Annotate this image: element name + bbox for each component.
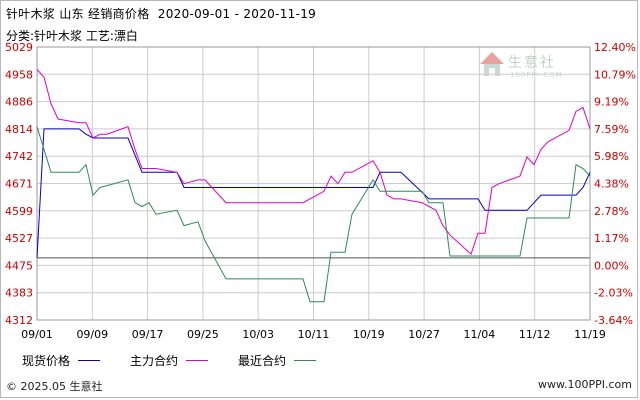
x-tick-label: 11/19 <box>574 328 606 341</box>
site-link[interactable]: www.100PPI.com <box>538 378 632 391</box>
legend-swatch-spot <box>78 359 101 361</box>
y-right-tick-label: 5.98% <box>594 150 629 163</box>
legend-item-main: 主力合约 <box>130 352 238 369</box>
legend-swatch-main <box>186 359 209 361</box>
legend-swatch-recent <box>294 359 317 361</box>
y-left-tick-label: 4527 <box>5 232 33 245</box>
y-right-tick-label: -2.03% <box>594 287 633 300</box>
y-right-tick-label: 4.38% <box>594 178 629 191</box>
x-tick-label: 11/04 <box>464 328 496 341</box>
y-right-tick-label: 9.19% <box>594 96 629 109</box>
y-right-tick-label: 12.40% <box>594 41 636 54</box>
chart-legend: 现货价格 主力合约 最近合约 <box>22 352 346 368</box>
y-right-tick-label: 1.17% <box>594 232 629 245</box>
x-tick-label: 09/09 <box>76 328 108 341</box>
legend-label-recent: 最近合约 <box>238 353 287 368</box>
copyright-text: © 2025.05 生意社 <box>6 380 103 393</box>
y-left-tick-label: 4475 <box>5 259 33 272</box>
y-right-tick-label: 2.78% <box>594 205 629 218</box>
y-left-tick-label: 4958 <box>5 68 33 81</box>
y-left-tick-label: 4886 <box>5 96 33 109</box>
chart-title: 针叶木浆 山东 经销商价格 2020-09-01 - 2020-11-19 <box>6 7 317 21</box>
y-left-tick-label: 4742 <box>5 150 33 163</box>
logo-name: 生意社 <box>508 55 556 71</box>
legend-item-recent: 最近合约 <box>238 352 346 369</box>
y-left-tick-label: 5029 <box>5 41 33 54</box>
x-tick-label: 11/12 <box>519 328 551 341</box>
legend-label-main: 主力合约 <box>130 353 179 368</box>
watermark-logo: 生意社 100PPI.COM <box>478 50 598 86</box>
y-left-tick-label: 4312 <box>5 314 33 327</box>
chart-subtitle: 分类:针叶木浆 工艺:漂白 <box>6 29 138 43</box>
logo-url: 100PPI.COM <box>510 71 563 79</box>
y-right-tick-label: 0.00% <box>594 259 629 272</box>
y-right-tick-label: -3.64% <box>594 314 633 327</box>
x-tick-label: 09/25 <box>187 328 219 341</box>
legend-item-spot: 现货价格 <box>22 352 130 369</box>
legend-label-spot: 现货价格 <box>22 353 71 368</box>
x-tick-label: 09/17 <box>132 328 164 341</box>
x-tick-label: 10/03 <box>242 328 274 341</box>
x-tick-label: 10/27 <box>408 328 440 341</box>
x-tick-label: 10/11 <box>298 328 330 341</box>
y-left-tick-label: 4671 <box>5 178 33 191</box>
x-tick-label: 09/01 <box>21 328 53 341</box>
series-line-recent <box>36 126 591 303</box>
y-right-tick-label: 7.59% <box>594 123 629 136</box>
y-left-tick-label: 4599 <box>5 205 33 218</box>
series-line-spot <box>36 128 591 258</box>
y-right-tick-label: 10.79% <box>594 68 636 81</box>
series-line-main <box>36 69 591 255</box>
y-left-tick-label: 4383 <box>5 287 33 300</box>
y-left-tick-label: 4814 <box>5 123 33 136</box>
x-tick-label: 10/19 <box>353 328 385 341</box>
house-icon <box>480 52 504 76</box>
plot-border <box>36 46 591 321</box>
